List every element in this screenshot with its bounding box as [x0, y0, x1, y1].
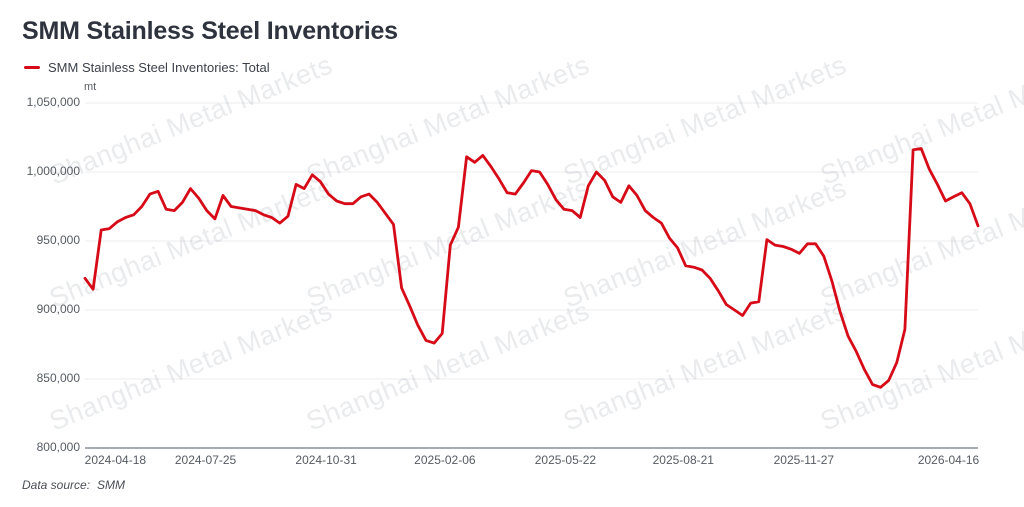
- legend: SMM Stainless Steel Inventories: Total: [24, 60, 270, 75]
- x-tick-label: 2026-04-16: [917, 453, 980, 467]
- legend-line-marker: [24, 66, 40, 69]
- y-tick-label: 1,000,000: [26, 164, 80, 178]
- series-line[interactable]: [83, 147, 980, 389]
- y-tick-label: 900,000: [36, 302, 80, 316]
- chart-title: SMM Stainless Steel Inventories: [22, 17, 398, 45]
- data-source-value: SMM: [97, 478, 126, 492]
- y-tick-label: 1,050,000: [26, 95, 80, 109]
- data-source: Data source: SMM: [22, 478, 132, 492]
- x-tick-label: 2024-04-18: [84, 453, 147, 467]
- x-tick-label: 2025-02-06: [414, 453, 476, 467]
- data-source-label: Data source:: [22, 478, 91, 492]
- x-tick-label: 2025-08-21: [652, 453, 714, 467]
- y-axis-unit: mt: [84, 81, 97, 93]
- x-tick-label: 2025-05-22: [534, 453, 597, 467]
- legend-label: SMM Stainless Steel Inventories: Total: [48, 60, 270, 75]
- x-tick-label: 2024-07-25: [174, 453, 237, 467]
- x-tick-label: 2025-11-27: [773, 453, 835, 467]
- y-tick-label: 850,000: [36, 371, 80, 385]
- y-tick-label: 800,000: [36, 440, 80, 454]
- x-tick-label: 2024-10-31: [295, 453, 357, 467]
- y-tick-label: 950,000: [36, 233, 80, 247]
